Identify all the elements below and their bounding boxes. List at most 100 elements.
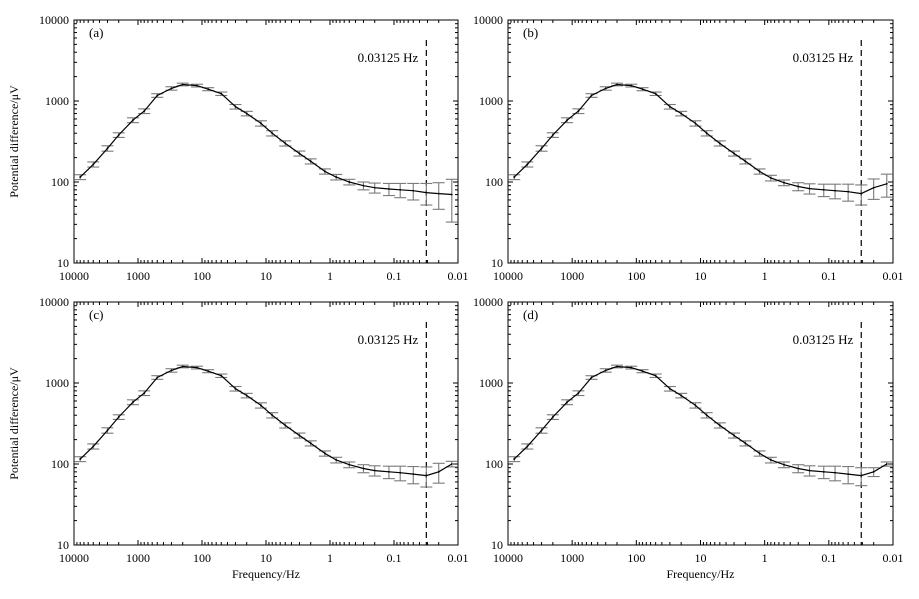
error-bar — [445, 178, 458, 223]
data-point — [117, 416, 120, 418]
data-series — [74, 82, 458, 223]
x-tick-label: 0.01 — [448, 269, 469, 283]
data-point — [220, 374, 223, 377]
x-tick-label: 10000 — [493, 551, 523, 565]
data-point — [362, 184, 365, 187]
y-tick-label: 100 — [51, 457, 69, 471]
data-point — [847, 190, 850, 193]
y-tick-label: 100 — [485, 457, 503, 471]
data-point — [758, 170, 761, 173]
data-point — [425, 474, 428, 477]
data-point — [106, 429, 109, 432]
data-point — [744, 442, 747, 445]
data-series — [74, 364, 458, 488]
data-point — [362, 467, 365, 470]
data-point — [234, 387, 237, 390]
x-tick-label: 1000 — [126, 551, 150, 565]
y-tick-label: 10 — [491, 256, 503, 270]
data-point — [399, 188, 402, 191]
data-point — [630, 366, 633, 369]
panel-a: 10000 1000 100 10 1 0.1 0.01 10 100 1000 10000 (a) P… — [7, 13, 469, 283]
data-point — [834, 471, 836, 474]
data-point — [245, 394, 248, 397]
panel-label: (a) — [89, 25, 103, 40]
data-point — [705, 132, 708, 135]
x-tick-label: 1 — [327, 551, 333, 565]
error-bar — [432, 182, 445, 210]
data-point — [412, 189, 415, 192]
data-point — [425, 191, 428, 194]
data-point — [769, 177, 772, 179]
panel-label: (d) — [523, 307, 538, 322]
data-point — [513, 458, 516, 460]
data-point — [79, 176, 82, 178]
data-point — [822, 470, 825, 473]
error-bar — [880, 173, 893, 198]
data-point — [526, 445, 529, 448]
data-point — [284, 142, 287, 145]
data-point — [106, 147, 109, 150]
data-point — [808, 187, 811, 190]
data-point — [680, 112, 683, 115]
data-point — [348, 463, 351, 466]
x-tick-label: 1 — [762, 269, 768, 283]
y-tick-label: 1000 — [479, 376, 503, 390]
data-point — [733, 152, 735, 155]
data-point — [834, 189, 836, 192]
data-point — [590, 94, 593, 97]
panels: 10000 1000 100 10 1 0.1 0.01 10 100 1000 10000 (a) P… — [7, 13, 904, 581]
data-point — [170, 369, 173, 372]
data-point — [324, 452, 326, 455]
data-point — [808, 469, 811, 472]
data-point — [156, 94, 159, 97]
panel-d: 10000 1000 100 10 1 0.1 0.01 10 100 1000 10000 (d) F… — [473, 295, 904, 581]
y-tick-label: 1000 — [45, 94, 69, 108]
data-point — [196, 366, 198, 369]
data-point — [245, 112, 248, 115]
panel-b: 10000 1000 100 10 1 0.1 0.01 10 100 1000 10000 (b) 0… — [473, 13, 904, 283]
data-series — [508, 82, 893, 206]
data-point — [132, 119, 134, 122]
data-point — [450, 463, 453, 465]
data-point — [797, 467, 800, 470]
data-point — [412, 473, 415, 476]
x-tick-label: 1000 — [560, 551, 584, 565]
data-point — [388, 188, 390, 190]
y-tick-label: 1000 — [479, 94, 503, 108]
x-axis-label: Frequency/Hz — [232, 567, 300, 581]
x-tick-label: 1000 — [126, 269, 150, 283]
x-tick-label: 10000 — [59, 551, 89, 565]
data-point — [654, 92, 657, 95]
error-bar — [855, 184, 868, 206]
data-point — [373, 469, 376, 472]
data-point — [298, 152, 301, 155]
data-point — [718, 142, 721, 145]
y-tick-label: 10 — [491, 538, 503, 552]
data-point — [551, 134, 554, 136]
data-point — [797, 185, 800, 188]
data-point — [92, 445, 95, 448]
data-point — [284, 424, 287, 427]
data-point — [604, 87, 607, 90]
data-point — [540, 429, 543, 432]
x-tick-label: 10 — [695, 269, 707, 283]
data-point — [783, 181, 785, 184]
data-point — [271, 414, 274, 417]
data-point — [694, 404, 697, 407]
panel-label: (b) — [523, 25, 538, 40]
x-tick-label: 10000 — [493, 269, 523, 283]
data-point — [733, 434, 735, 437]
series-line — [513, 365, 888, 477]
data-point — [437, 470, 440, 473]
error-bar — [842, 466, 855, 485]
error-bar — [867, 178, 880, 200]
error-bar — [407, 182, 420, 201]
error-bar — [432, 462, 445, 484]
data-point — [577, 110, 580, 113]
data-point — [654, 374, 657, 377]
data-point — [566, 401, 568, 404]
data-point — [718, 424, 721, 427]
x-tick-label: 10 — [260, 551, 272, 565]
data-point — [92, 163, 95, 166]
